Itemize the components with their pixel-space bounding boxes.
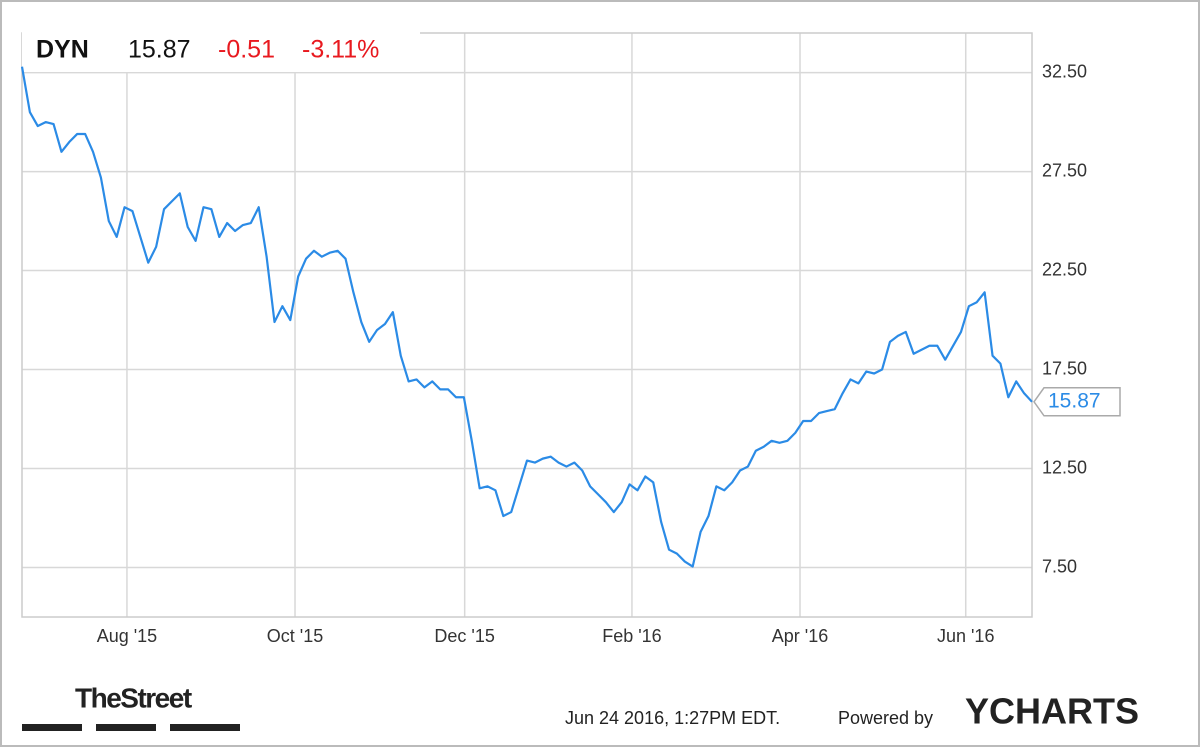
powered-by: Powered by xyxy=(838,708,933,728)
brand-bar xyxy=(170,724,240,731)
price-line xyxy=(20,66,1033,568)
last-value-label: 15.87 xyxy=(1048,389,1101,412)
provider: YCHARTS xyxy=(965,691,1139,732)
header-box xyxy=(22,30,420,72)
brand-bar xyxy=(96,724,156,731)
x-tick-label: Jun '16 xyxy=(937,626,994,646)
x-tick-label: Oct '15 xyxy=(267,626,323,646)
price: 15.87 xyxy=(128,36,191,64)
y-tick-label: 32.50 xyxy=(1042,61,1087,81)
y-tick-label: 7.50 xyxy=(1042,556,1077,576)
symbol: DYN xyxy=(36,36,89,64)
x-tick-label: Feb '16 xyxy=(602,626,661,646)
brand: TheStreet xyxy=(75,682,192,713)
change: -0.51 xyxy=(218,36,275,64)
y-tick-label: 22.50 xyxy=(1042,259,1087,279)
x-tick-label: Dec '15 xyxy=(434,626,494,646)
change-pct: -3.11% xyxy=(302,36,379,64)
grid xyxy=(22,33,1032,617)
timestamp: Jun 24 2016, 1:27PM EDT. xyxy=(565,708,780,728)
last-value-flag xyxy=(1033,387,1121,417)
y-tick-label: 27.50 xyxy=(1042,160,1087,180)
y-tick-label: 12.50 xyxy=(1042,457,1087,477)
x-tick-label: Aug '15 xyxy=(97,626,158,646)
x-tick-label: Apr '16 xyxy=(772,626,828,646)
brand-bar xyxy=(22,724,82,731)
y-tick-label: 17.50 xyxy=(1042,358,1087,378)
plot-border xyxy=(21,32,1033,618)
